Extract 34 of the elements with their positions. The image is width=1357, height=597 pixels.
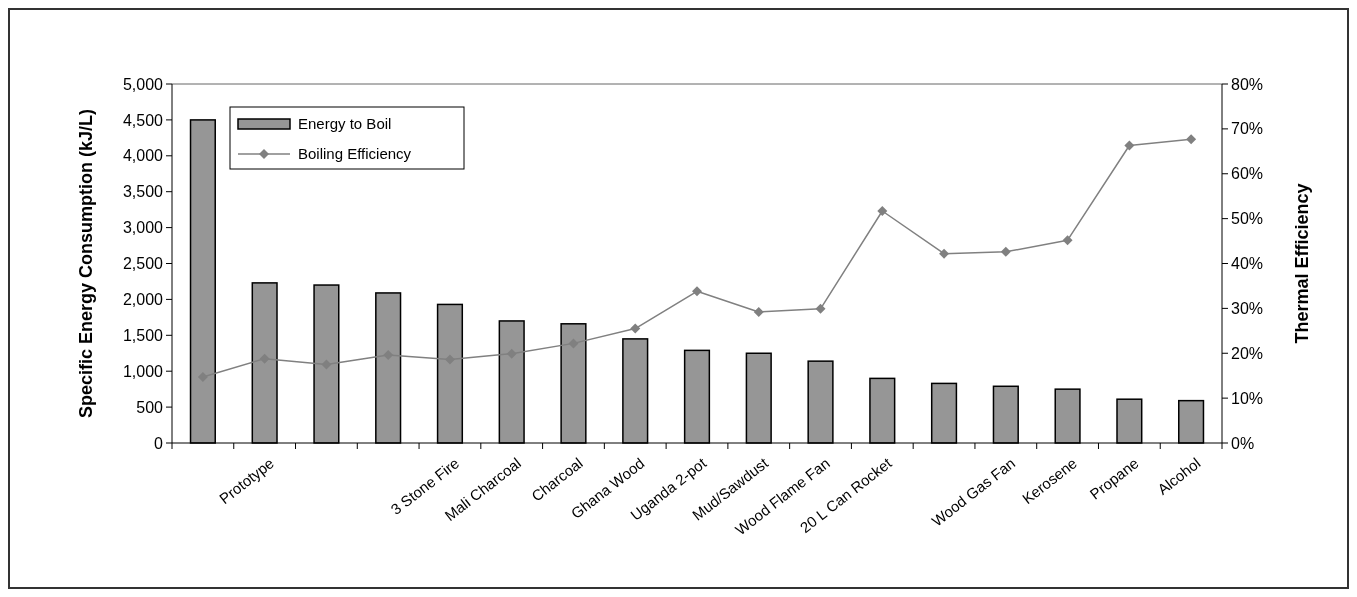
y2-tick-label: 50% bbox=[1231, 210, 1264, 228]
y-tick-label: 4,000 bbox=[122, 147, 164, 165]
point bbox=[877, 206, 888, 216]
y-tick-label: 1,000 bbox=[122, 362, 164, 380]
y-axis-title: Specific Energy Consumption (kJ/L) bbox=[76, 108, 96, 419]
y-tick-label: 2,000 bbox=[122, 291, 164, 308]
y2-tick-label: 30% bbox=[1231, 299, 1264, 317]
y-tick-label: 500 bbox=[136, 398, 164, 416]
y-tick-label: 3,500 bbox=[122, 183, 164, 201]
y2-tick-label: 70% bbox=[1231, 120, 1264, 138]
legend-label: Energy to Boil bbox=[298, 115, 392, 133]
point bbox=[1000, 246, 1011, 257]
point bbox=[1062, 235, 1073, 246]
point bbox=[630, 323, 641, 334]
y-tick-label: 2,500 bbox=[122, 255, 164, 273]
y2-tick-label: 40% bbox=[1231, 255, 1264, 273]
point bbox=[692, 286, 702, 297]
y2-axis-title: Thermal Efficiency bbox=[1292, 183, 1312, 344]
y-tick-label: 5,000 bbox=[122, 75, 164, 93]
y2-tick-label: 80% bbox=[1231, 75, 1264, 93]
point bbox=[1186, 134, 1197, 145]
y-tick-label: 0 bbox=[154, 434, 164, 452]
point bbox=[1124, 140, 1135, 151]
y-tick-label: 4,500 bbox=[122, 111, 164, 129]
y2-tick-label: 20% bbox=[1231, 344, 1264, 362]
legend-label: Boiling Efficiency bbox=[298, 145, 412, 163]
y2-tick-label: 60% bbox=[1231, 165, 1264, 183]
point bbox=[753, 306, 764, 317]
y2-tick-label: 0% bbox=[1231, 434, 1255, 452]
point bbox=[815, 303, 826, 314]
y-tick-label: 3,000 bbox=[122, 219, 164, 237]
point bbox=[939, 248, 950, 259]
y-tick-label: 1,500 bbox=[122, 326, 164, 344]
y2-tick-label: 10% bbox=[1231, 389, 1264, 407]
